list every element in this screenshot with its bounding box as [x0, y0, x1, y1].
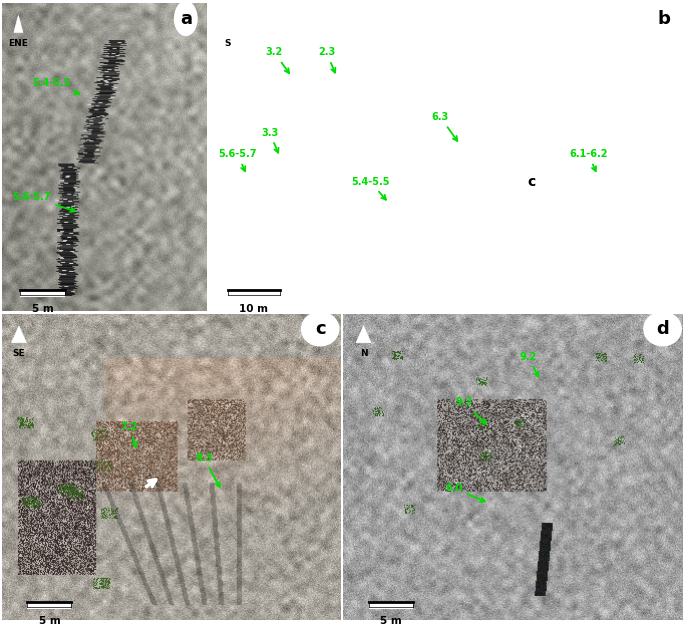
Text: 5.4-5.5: 5.4-5.5 — [351, 177, 390, 200]
Text: 6.1-6.2: 6.1-6.2 — [569, 149, 608, 171]
Text: 10 m: 10 m — [240, 304, 269, 314]
Text: b: b — [658, 9, 671, 28]
Text: 5 m: 5 m — [380, 616, 401, 626]
Text: 7.2: 7.2 — [121, 422, 138, 447]
Circle shape — [175, 2, 197, 36]
Text: 2.3: 2.3 — [318, 48, 336, 73]
Bar — [228, 290, 280, 297]
Text: c: c — [315, 320, 325, 338]
Circle shape — [638, 2, 685, 36]
Bar — [21, 290, 65, 297]
Polygon shape — [14, 16, 23, 33]
Text: 5.4-5.5: 5.4-5.5 — [33, 78, 79, 95]
Circle shape — [644, 312, 682, 346]
Polygon shape — [12, 326, 27, 342]
Text: 8.3: 8.3 — [195, 453, 220, 487]
Text: N: N — [360, 349, 367, 358]
Text: 9.2: 9.2 — [520, 352, 538, 377]
Circle shape — [508, 167, 554, 197]
Text: 3.3: 3.3 — [261, 128, 279, 153]
Bar — [384, 120, 564, 244]
Polygon shape — [217, 16, 238, 33]
Text: ENE: ENE — [8, 39, 28, 48]
Text: 5.6-5.7: 5.6-5.7 — [12, 192, 75, 212]
Text: c: c — [527, 175, 536, 189]
Text: S: S — [225, 39, 231, 48]
Text: 5 m: 5 m — [32, 304, 53, 314]
Text: 6.0: 6.0 — [445, 483, 485, 502]
Bar — [369, 602, 413, 608]
Text: d: d — [656, 320, 669, 338]
Text: a: a — [179, 9, 192, 28]
Text: 6.3: 6.3 — [432, 112, 458, 141]
Text: 3.2: 3.2 — [266, 48, 289, 73]
Text: 5.6-5.7: 5.6-5.7 — [219, 149, 257, 171]
Polygon shape — [356, 326, 371, 342]
Text: 5 m: 5 m — [38, 616, 60, 626]
Text: 9.3: 9.3 — [456, 398, 486, 424]
Circle shape — [301, 312, 339, 346]
Bar — [27, 602, 71, 608]
Text: SE: SE — [12, 349, 25, 358]
